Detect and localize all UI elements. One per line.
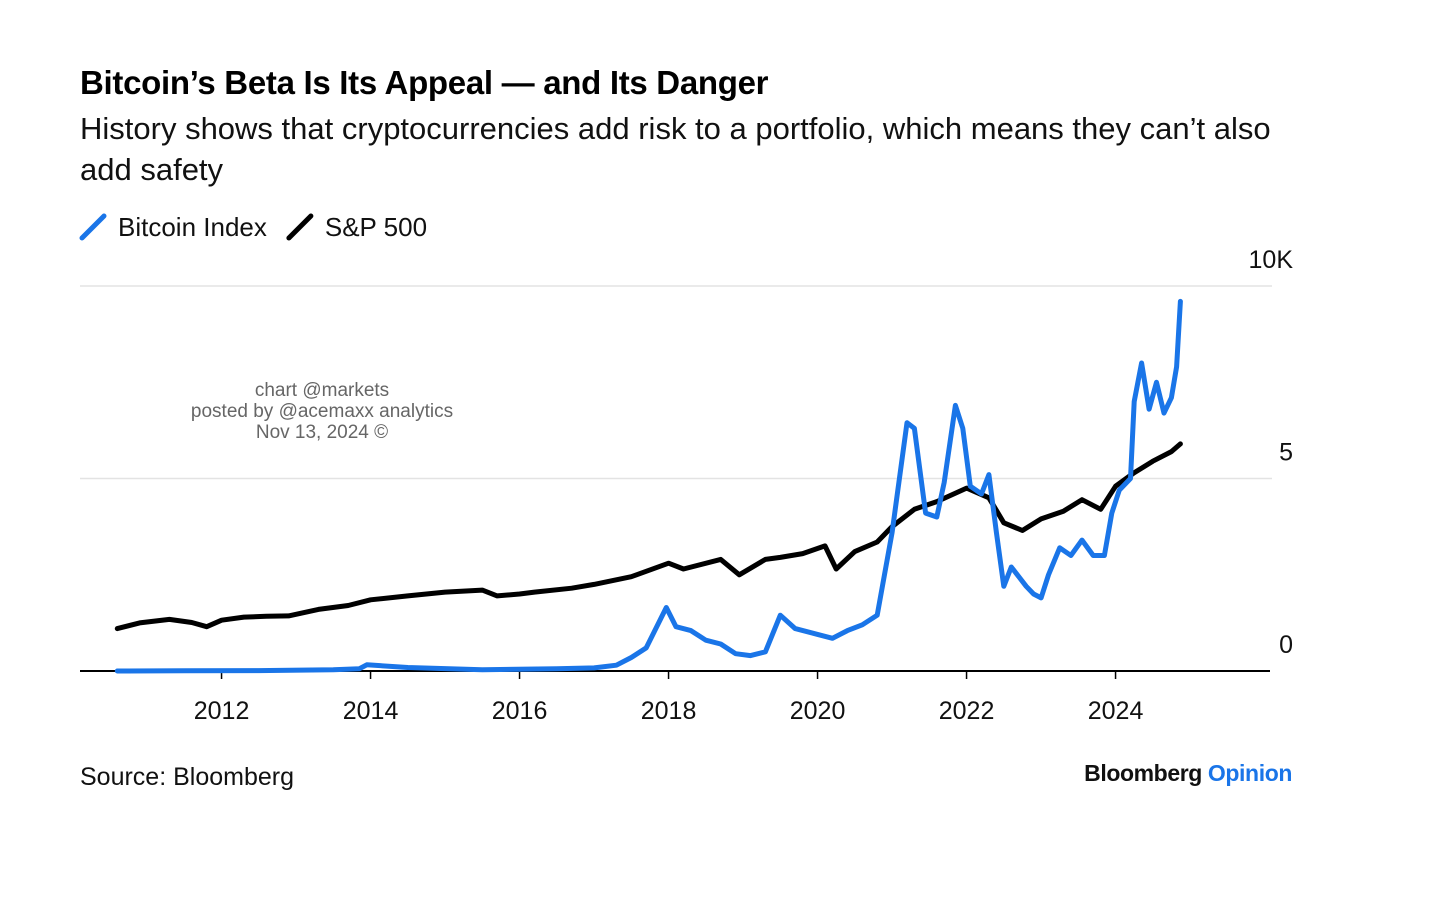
watermark: posted by @acemaxx analytics [191, 401, 453, 422]
series-line [114, 298, 1183, 674]
x-tick-label: 2012 [194, 697, 250, 725]
watermark: Nov 13, 2024 © [256, 422, 388, 443]
legend-label: S&P 500 [325, 212, 427, 242]
x-tick-label: 2016 [492, 697, 548, 725]
legend-swatch [286, 213, 314, 241]
x-tick-label: 2024 [1088, 697, 1144, 725]
source: Source: Bloomberg [80, 763, 295, 791]
y-tick-label: 10K [1249, 246, 1294, 274]
x-tick-label: 2022 [939, 697, 995, 725]
brand-suffix: Opinion [1207, 760, 1292, 786]
brand-logo: Bloomberg Opinion [1084, 760, 1292, 787]
x-tick-label: 2014 [343, 697, 399, 725]
series-line [114, 441, 1183, 632]
x-tick-label: 2020 [790, 697, 846, 725]
legend-label: Bitcoin Index [118, 212, 267, 242]
brand-name: Bloomberg [1084, 760, 1202, 786]
chart-title: Bitcoin’s Beta Is Its Appeal — and Its D… [80, 64, 769, 101]
watermark: chart @markets [255, 380, 389, 401]
chart-subtitle: History shows that cryptocurrencies add … [80, 111, 1271, 187]
y-tick-label: 0 [1279, 631, 1293, 659]
legend-swatch [79, 213, 107, 241]
y-tick-label: 5 [1279, 439, 1293, 467]
x-tick-label: 2018 [641, 697, 697, 725]
